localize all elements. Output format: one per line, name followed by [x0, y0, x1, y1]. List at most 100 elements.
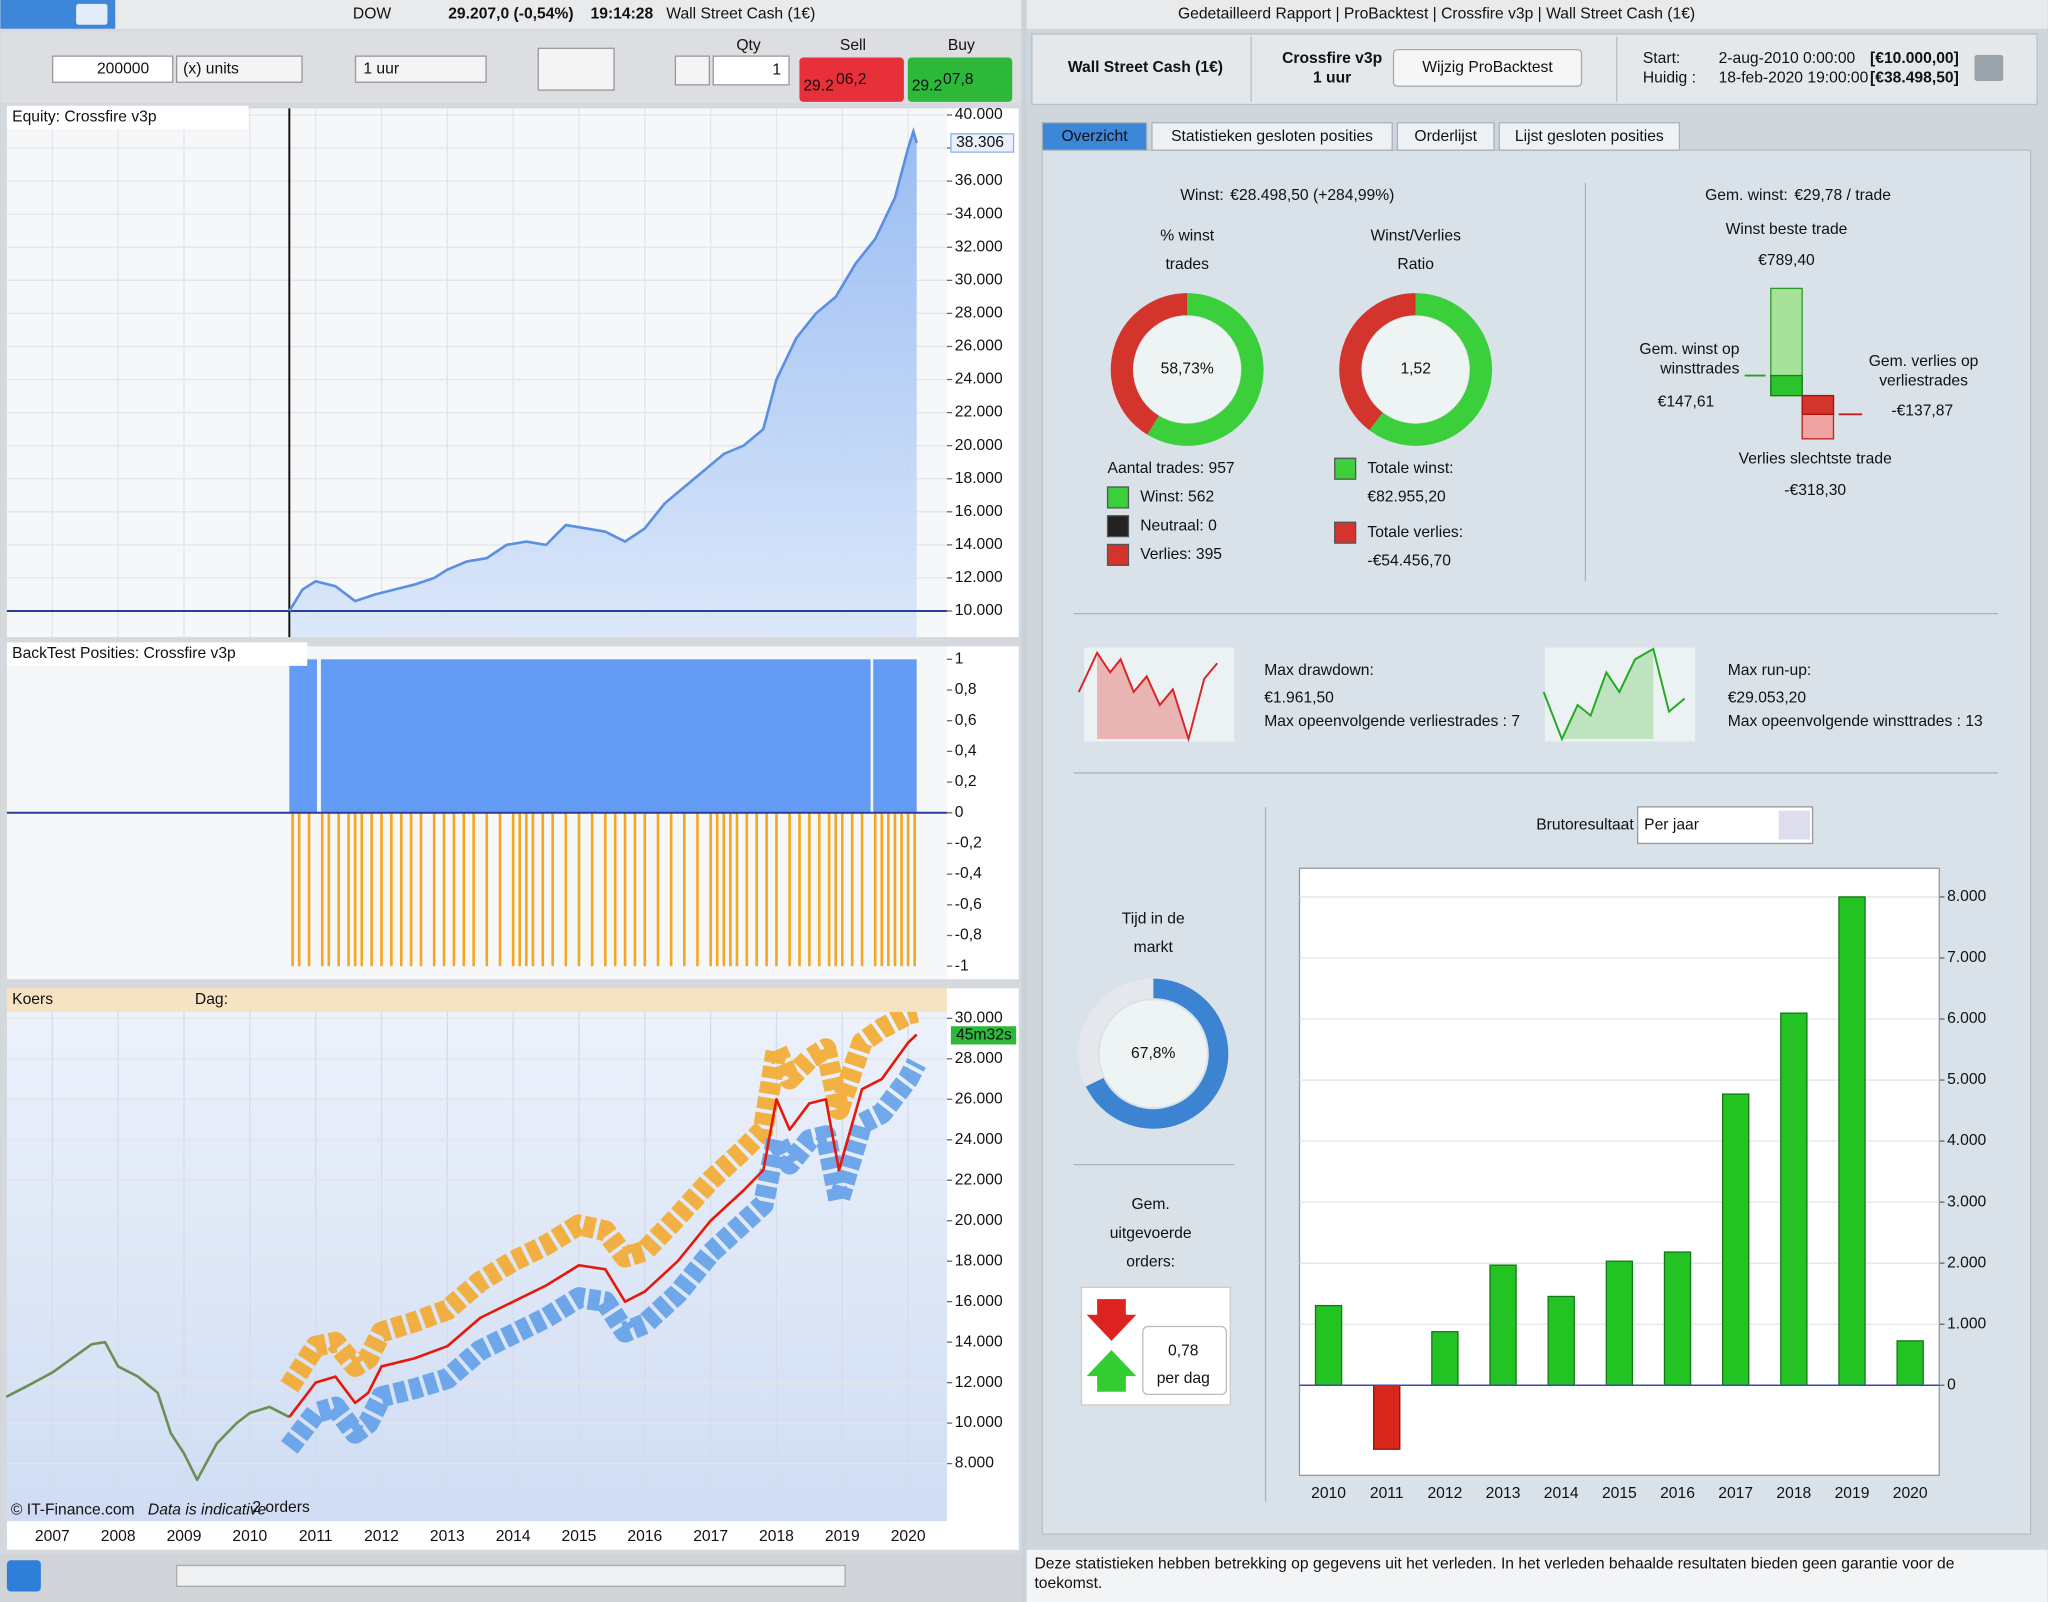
- drawdown-icon-area: [1097, 652, 1189, 739]
- qty-input[interactable]: [712, 55, 790, 86]
- print-button[interactable]: [1974, 54, 2004, 81]
- price-axis: [946, 988, 1019, 1522]
- short-position: [353, 812, 357, 967]
- scrollbar[interactable]: [175, 1564, 846, 1587]
- short-position: [518, 812, 522, 967]
- short-position: [604, 812, 607, 967]
- y-tick-label: 1: [955, 650, 964, 667]
- short-position: [291, 812, 294, 967]
- equity-line: [288, 127, 918, 612]
- label: Winst beste trade: [1726, 221, 1848, 238]
- short-position: [735, 812, 739, 967]
- short-position: [683, 812, 686, 967]
- short-position: [765, 812, 768, 967]
- footer: [1026, 1549, 2048, 1602]
- label: 18-feb-2020 19:00:00: [1719, 69, 1869, 86]
- day-label: Dag:: [195, 991, 228, 1008]
- short-position: [860, 812, 864, 967]
- label: -€137,87: [1891, 402, 1953, 419]
- y-tick-label: 16.000: [955, 1293, 1003, 1310]
- short-position: [419, 812, 423, 967]
- keyboard-icon[interactable]: [76, 3, 108, 25]
- y-tick-label: 20.000: [955, 1212, 1003, 1229]
- x-tick-label: 2015: [562, 1528, 597, 1545]
- legend-swatch: [1106, 486, 1130, 509]
- period-label[interactable]: Per jaar: [1644, 816, 1699, 833]
- period-dropdown[interactable]: [1778, 810, 1810, 840]
- tab-label[interactable]: Overzicht: [1061, 128, 1128, 145]
- short-position: [722, 812, 726, 967]
- y-tick-label: 22.000: [955, 404, 1003, 421]
- buy-button[interactable]: [907, 57, 1013, 102]
- label: [€10.000,00]: [1870, 50, 1959, 67]
- short-position: [525, 812, 528, 967]
- label: Max opeenvolgende verliestrades : 7: [1264, 713, 1520, 730]
- tab[interactable]: [1498, 122, 1681, 151]
- units-input[interactable]: [51, 55, 174, 83]
- timer-box: [950, 1026, 1017, 1045]
- copyright: © IT-Finance.com: [11, 1502, 135, 1519]
- y-tick-label: 3.000: [1947, 1193, 1986, 1210]
- label: Max drawdown:: [1264, 662, 1374, 679]
- short-position: [577, 812, 581, 967]
- units-mode-select[interactable]: [175, 55, 303, 83]
- tab[interactable]: [1041, 122, 1148, 151]
- short-position: [442, 812, 446, 967]
- short-position: [564, 812, 568, 967]
- y-tick-label: 24.000: [955, 371, 1003, 388]
- label: % winst: [1160, 227, 1215, 244]
- orders-label: 2 orders: [252, 1499, 310, 1516]
- y-tick-label: 0,4: [955, 743, 977, 760]
- x-tick-label: 2013: [430, 1528, 465, 1545]
- equity-axis: [946, 108, 1019, 638]
- tab-label[interactable]: Lijst gesloten posities: [1515, 128, 1664, 145]
- share-button[interactable]: [6, 1560, 41, 1592]
- y-tick-label: 30.000: [955, 271, 1003, 288]
- y-tick-label: 16.000: [955, 503, 1003, 520]
- y-tick-label: 12.000: [955, 1374, 1003, 1391]
- bar: [1780, 1012, 1808, 1386]
- label: orders:: [1126, 1254, 1175, 1271]
- label: toekomst.: [1034, 1575, 1102, 1592]
- tab[interactable]: [1151, 122, 1393, 151]
- y-tick-label: -0,4: [955, 865, 982, 882]
- edit-button-label: Wijzig ProBacktest: [1422, 59, 1553, 76]
- x-tick-label: 2018: [1776, 1485, 1811, 1502]
- settings-button[interactable]: [674, 55, 710, 86]
- chart-type-button[interactable]: [537, 47, 615, 91]
- short-position: [432, 812, 436, 967]
- edit-button[interactable]: [1392, 48, 1583, 87]
- bar: [1896, 1340, 1924, 1386]
- short-position: [462, 812, 466, 967]
- panel-title: Equity: Crossfire v3p: [12, 109, 157, 126]
- donut-segment: [1085, 978, 1229, 1129]
- legend-swatch: [1334, 521, 1357, 544]
- label: Totale winst:: [1367, 460, 1453, 477]
- short-position: [307, 812, 311, 967]
- x-tick-label: 2009: [167, 1528, 202, 1545]
- x-tick-label: 2014: [496, 1528, 531, 1545]
- tab[interactable]: [1396, 122, 1495, 151]
- short-position: [297, 812, 301, 967]
- x-tick-label: 2020: [891, 1528, 926, 1545]
- short-position: [669, 812, 673, 967]
- label: €29.053,20: [1728, 690, 1807, 707]
- sell-button[interactable]: [799, 57, 904, 102]
- donut-segment: [1147, 293, 1264, 446]
- x-tick-label: 2011: [1370, 1485, 1404, 1502]
- long-position: [320, 659, 871, 813]
- short-position: [709, 812, 712, 967]
- sell-label: Sell: [840, 37, 866, 54]
- label: 2-aug-2010 0:00:00: [1719, 50, 1856, 67]
- short-position: [850, 812, 854, 967]
- donut-label: 58,73%: [1161, 361, 1214, 378]
- buy-label: Buy: [948, 37, 975, 54]
- label: Winst:: [1180, 187, 1224, 204]
- last-value-label: 38.306: [956, 134, 1004, 151]
- tab-label[interactable]: Orderlijst: [1414, 128, 1477, 145]
- right-title-bar: [1026, 0, 2048, 29]
- timeframe-select[interactable]: [354, 55, 487, 83]
- short-position: [887, 812, 890, 967]
- tab-label[interactable]: Statistieken gesloten posities: [1171, 128, 1373, 145]
